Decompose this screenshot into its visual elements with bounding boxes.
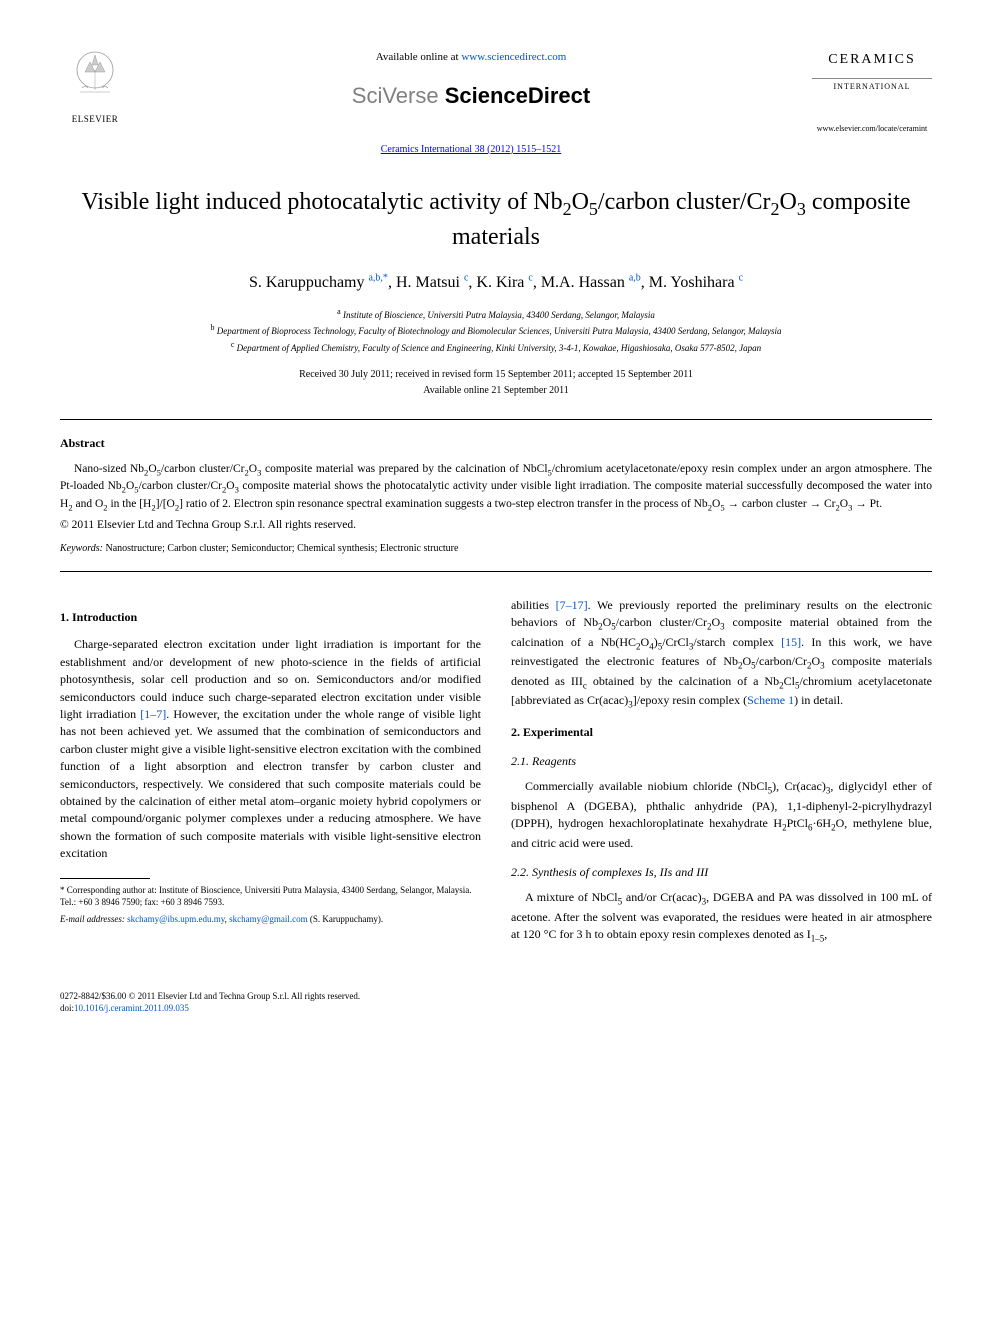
author-5-aff-link[interactable]: c xyxy=(739,272,743,283)
sciverse-prefix: SciVerse xyxy=(352,83,439,108)
email-label: E-mail addresses: xyxy=(60,914,125,924)
affiliation-a: a Institute of Bioscience, Universiti Pu… xyxy=(60,306,932,323)
abstract-heading: Abstract xyxy=(60,435,932,452)
author-2: H. Matsui c xyxy=(396,274,468,291)
sciverse-main: ScienceDirect xyxy=(439,83,591,108)
section-2-1-heading: 2.1. Reagents xyxy=(511,753,932,770)
intro-para-1: Charge-separated electron excitation und… xyxy=(60,636,481,862)
availability-line: Available online at www.sciencedirect.co… xyxy=(150,50,792,66)
sciencedirect-link[interactable]: www.sciencedirect.com xyxy=(461,51,566,63)
affiliation-c: c Department of Applied Chemistry, Facul… xyxy=(60,339,932,356)
affiliation-list: a Institute of Bioscience, Universiti Pu… xyxy=(60,306,932,356)
title-part1: Visible light induced photocatalytic act… xyxy=(81,189,562,215)
footnote-rule xyxy=(60,878,150,879)
section-1-heading: 1. Introduction xyxy=(60,609,481,626)
author-list: S. Karuppuchamy a,b,*, H. Matsui c, K. K… xyxy=(60,271,932,294)
journal-cover-block: CERAMICS INTERNATIONAL www.elsevier.com/… xyxy=(812,50,932,134)
synth-para: A mixture of NbCl5 and/or Cr(acac)3, DGE… xyxy=(511,889,932,945)
author-2-aff-link[interactable]: c xyxy=(464,272,468,283)
reagents-para: Commercially available niobium chloride … xyxy=(511,778,932,852)
section-2-heading: 2. Experimental xyxy=(511,724,932,741)
title-part2: /carbon cluster/Cr xyxy=(598,189,771,215)
abstract-text: Nano-sized Nb2O5/carbon cluster/Cr2O3 co… xyxy=(60,461,932,513)
author-3-aff-link[interactable]: c xyxy=(528,272,532,283)
section-2-2-heading: 2.2. Synthesis of complexes Is, IIs and … xyxy=(511,864,932,881)
page-header: ELSEVIER Available online at www.science… xyxy=(60,50,932,157)
author-1: S. Karuppuchamy a,b,* xyxy=(249,274,388,291)
author-3: K. Kira c xyxy=(476,274,532,291)
platform-logo: SciVerse ScienceDirect xyxy=(352,74,590,118)
journal-homepage-url: www.elsevier.com/locate/ceramint xyxy=(812,123,932,135)
journal-reference: Ceramics International 38 (2012) 1515–15… xyxy=(150,143,792,158)
ref-link-7-17[interactable]: [7–17] xyxy=(556,598,588,612)
article-title: Visible light induced photocatalytic act… xyxy=(60,187,932,252)
dates-received: Received 30 July 2011; received in revis… xyxy=(60,367,932,383)
ref-link-1-7[interactable]: [1–7] xyxy=(140,707,166,721)
email-footnote: E-mail addresses: skchamy@ibs.upm.edu.my… xyxy=(60,913,481,926)
intro-para-2: abilities [7–17]. We previously reported… xyxy=(511,597,932,712)
availability-text: Available online at xyxy=(376,51,459,63)
elsevier-tree-icon xyxy=(70,50,120,105)
elsevier-label: ELSEVIER xyxy=(60,113,130,126)
keywords-list: Nanostructure; Carbon cluster; Semicondu… xyxy=(105,543,458,554)
rule-after-abstract xyxy=(60,571,932,572)
affiliation-b: b Department of Bioprocess Technology, F… xyxy=(60,322,932,339)
body-columns: 1. Introduction Charge-separated electro… xyxy=(60,597,932,950)
email-link-1[interactable]: skchamy@ibs.upm.edu.my xyxy=(127,914,224,924)
author-1-aff-link[interactable]: a,b,* xyxy=(368,272,387,283)
header-center: Available online at www.sciencedirect.co… xyxy=(130,50,812,157)
bottom-metadata: 0272-8842/$36.00 © 2011 Elsevier Ltd and… xyxy=(60,990,932,1015)
journal-cover-title: CERAMICS xyxy=(812,50,932,79)
article-dates: Received 30 July 2011; received in revis… xyxy=(60,367,932,399)
keywords-line: Keywords: Nanostructure; Carbon cluster;… xyxy=(60,542,932,557)
abstract-copyright: © 2011 Elsevier Ltd and Techna Group S.r… xyxy=(60,517,932,534)
email-owner: (S. Karuppuchamy). xyxy=(310,914,383,924)
author-4: M.A. Hassan a,b xyxy=(541,274,641,291)
author-4-aff-link[interactable]: a,b xyxy=(629,272,641,283)
rule-before-abstract xyxy=(60,419,932,420)
journal-ref-link[interactable]: Ceramics International 38 (2012) 1515–15… xyxy=(381,144,562,155)
author-5: M. Yoshihara c xyxy=(649,274,743,291)
doi-line: doi:10.1016/j.ceramint.2011.09.035 xyxy=(60,1002,932,1015)
journal-cover-subtitle: INTERNATIONAL xyxy=(812,81,932,93)
dates-online: Available online 21 September 2011 xyxy=(60,383,932,399)
email-link-2[interactable]: skchamy@gmail.com xyxy=(229,914,308,924)
ref-link-15[interactable]: [15] xyxy=(781,635,801,649)
corresponding-author-footnote: * Corresponding author at: Institute of … xyxy=(60,884,481,909)
scheme-1-link[interactable]: Scheme 1 xyxy=(747,693,794,707)
keywords-label: Keywords: xyxy=(60,543,103,554)
issn-line: 0272-8842/$36.00 © 2011 Elsevier Ltd and… xyxy=(60,990,932,1003)
elsevier-logo-block: ELSEVIER xyxy=(60,50,130,126)
doi-link[interactable]: 10.1016/j.ceramint.2011.09.035 xyxy=(74,1003,189,1013)
